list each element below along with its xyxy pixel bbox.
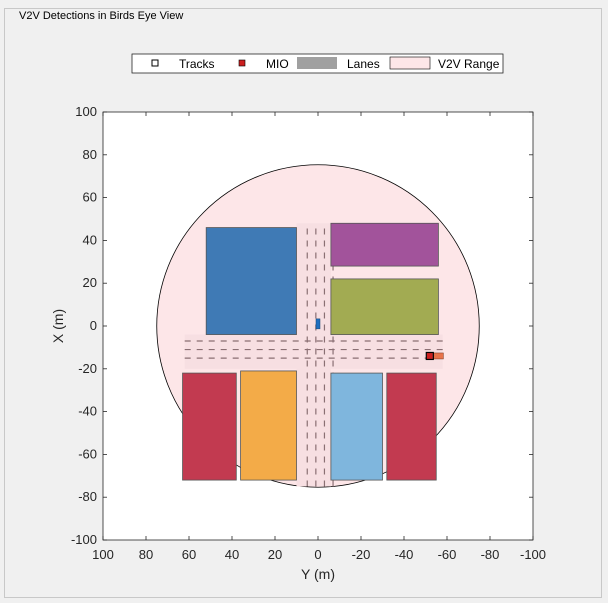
y-tick-label: 80 xyxy=(83,147,97,162)
plot-content xyxy=(156,164,480,488)
legend-item: Lanes xyxy=(297,57,380,71)
x-tick-label: 80 xyxy=(139,547,153,562)
mio-legend-marker xyxy=(238,59,246,67)
y-tick-label: -20 xyxy=(78,361,97,376)
mio-marker xyxy=(426,352,433,359)
road-horizontal xyxy=(184,334,443,369)
building xyxy=(330,372,383,481)
y-tick-label: 0 xyxy=(90,318,97,333)
y-tick-label: 40 xyxy=(83,232,97,247)
track-marker xyxy=(425,351,434,361)
ego-vehicle xyxy=(315,318,321,330)
building xyxy=(240,370,297,481)
y-tick-label: -80 xyxy=(78,489,97,504)
x-tick-label: -60 xyxy=(438,547,457,562)
patch-legend-marker xyxy=(389,56,431,70)
y-tick-label: 100 xyxy=(75,104,97,119)
x-tick-label: -20 xyxy=(352,547,371,562)
x-tick-label: -40 xyxy=(395,547,414,562)
y-tick-label: 60 xyxy=(83,190,97,205)
figure-panel: V2V Detections in Birds Eye View xyxy=(4,8,602,598)
x-tick-label: -80 xyxy=(481,547,500,562)
legend-item: Tracks xyxy=(151,57,215,71)
x-tick-label: 60 xyxy=(182,547,196,562)
y-tick-label: -40 xyxy=(78,404,97,419)
legend-label: Tracks xyxy=(179,57,215,71)
y-tick-label: -100 xyxy=(71,532,97,547)
legend-label: V2V Range xyxy=(438,57,500,71)
legend-label: MIO xyxy=(266,57,289,71)
building xyxy=(205,227,297,335)
building xyxy=(386,372,437,481)
x-tick-label: 0 xyxy=(314,547,321,562)
x-tick-label: 100 xyxy=(92,547,114,562)
x-tick-label: 40 xyxy=(225,547,239,562)
x-tick-label: -100 xyxy=(520,547,546,562)
legend-label: Lanes xyxy=(347,57,380,71)
patch-legend-marker xyxy=(297,57,337,69)
vehicle xyxy=(433,352,444,360)
building xyxy=(182,372,237,481)
building xyxy=(330,222,439,267)
legend: Tracks MIO Lanes V2V Range xyxy=(131,53,504,74)
tracks-legend-marker xyxy=(151,59,159,67)
panel-title: V2V Detections in Birds Eye View xyxy=(17,10,186,22)
legend-item: V2V Range xyxy=(389,56,500,71)
legend-item: MIO xyxy=(238,57,289,71)
y-axis-label: X (m) xyxy=(50,309,66,343)
y-tick-label: 20 xyxy=(83,275,97,290)
y-tick-label: -60 xyxy=(78,446,97,461)
x-axis-label: Y (m) xyxy=(301,566,335,582)
building xyxy=(330,278,439,335)
x-tick-label: 20 xyxy=(268,547,282,562)
